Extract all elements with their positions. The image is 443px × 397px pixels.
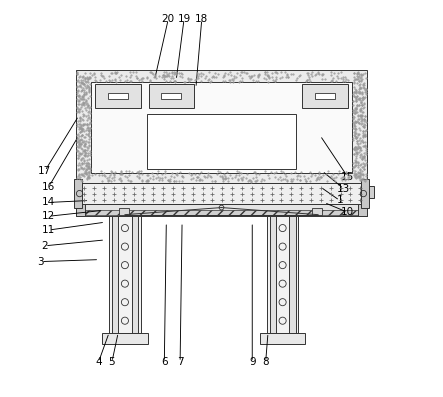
Text: 20: 20 [162,14,175,24]
Bar [312,208,322,216]
Bar [107,209,143,216]
Bar [76,191,85,216]
Bar [270,216,276,333]
Text: 17: 17 [38,166,51,176]
Text: 14: 14 [42,197,55,208]
Bar [361,179,369,208]
Bar [161,93,181,99]
Text: 16: 16 [42,182,55,192]
Text: 2: 2 [42,241,48,251]
Bar [147,114,296,169]
Text: 5: 5 [109,357,115,367]
Text: 8: 8 [262,357,269,367]
Text: 15: 15 [341,172,354,182]
Text: 13: 13 [337,184,350,194]
Bar [315,93,335,99]
Text: 18: 18 [195,14,208,24]
Bar [91,82,352,173]
Bar [109,216,141,333]
Bar [132,216,138,333]
Bar [367,186,373,198]
Bar [267,216,299,333]
Text: 4: 4 [95,357,102,367]
Bar [76,183,367,204]
Text: 10: 10 [341,207,354,217]
Bar [119,208,129,216]
Bar [289,216,295,333]
Text: 19: 19 [178,14,190,24]
Text: 3: 3 [38,256,44,266]
Bar [302,84,348,108]
Bar [78,210,365,215]
Text: 1: 1 [336,195,343,206]
Text: 11: 11 [42,225,55,235]
Text: 9: 9 [249,357,256,367]
Bar [76,204,367,216]
Bar [112,216,118,333]
Bar [358,191,367,216]
Bar [265,209,300,216]
Bar [108,93,128,99]
Bar [260,333,306,344]
Bar [102,333,148,344]
Bar [74,179,82,208]
Bar [76,70,367,183]
Text: 6: 6 [161,357,167,367]
Bar [95,84,141,108]
Text: 7: 7 [177,357,183,367]
Bar [148,84,194,108]
Text: 12: 12 [42,211,55,221]
